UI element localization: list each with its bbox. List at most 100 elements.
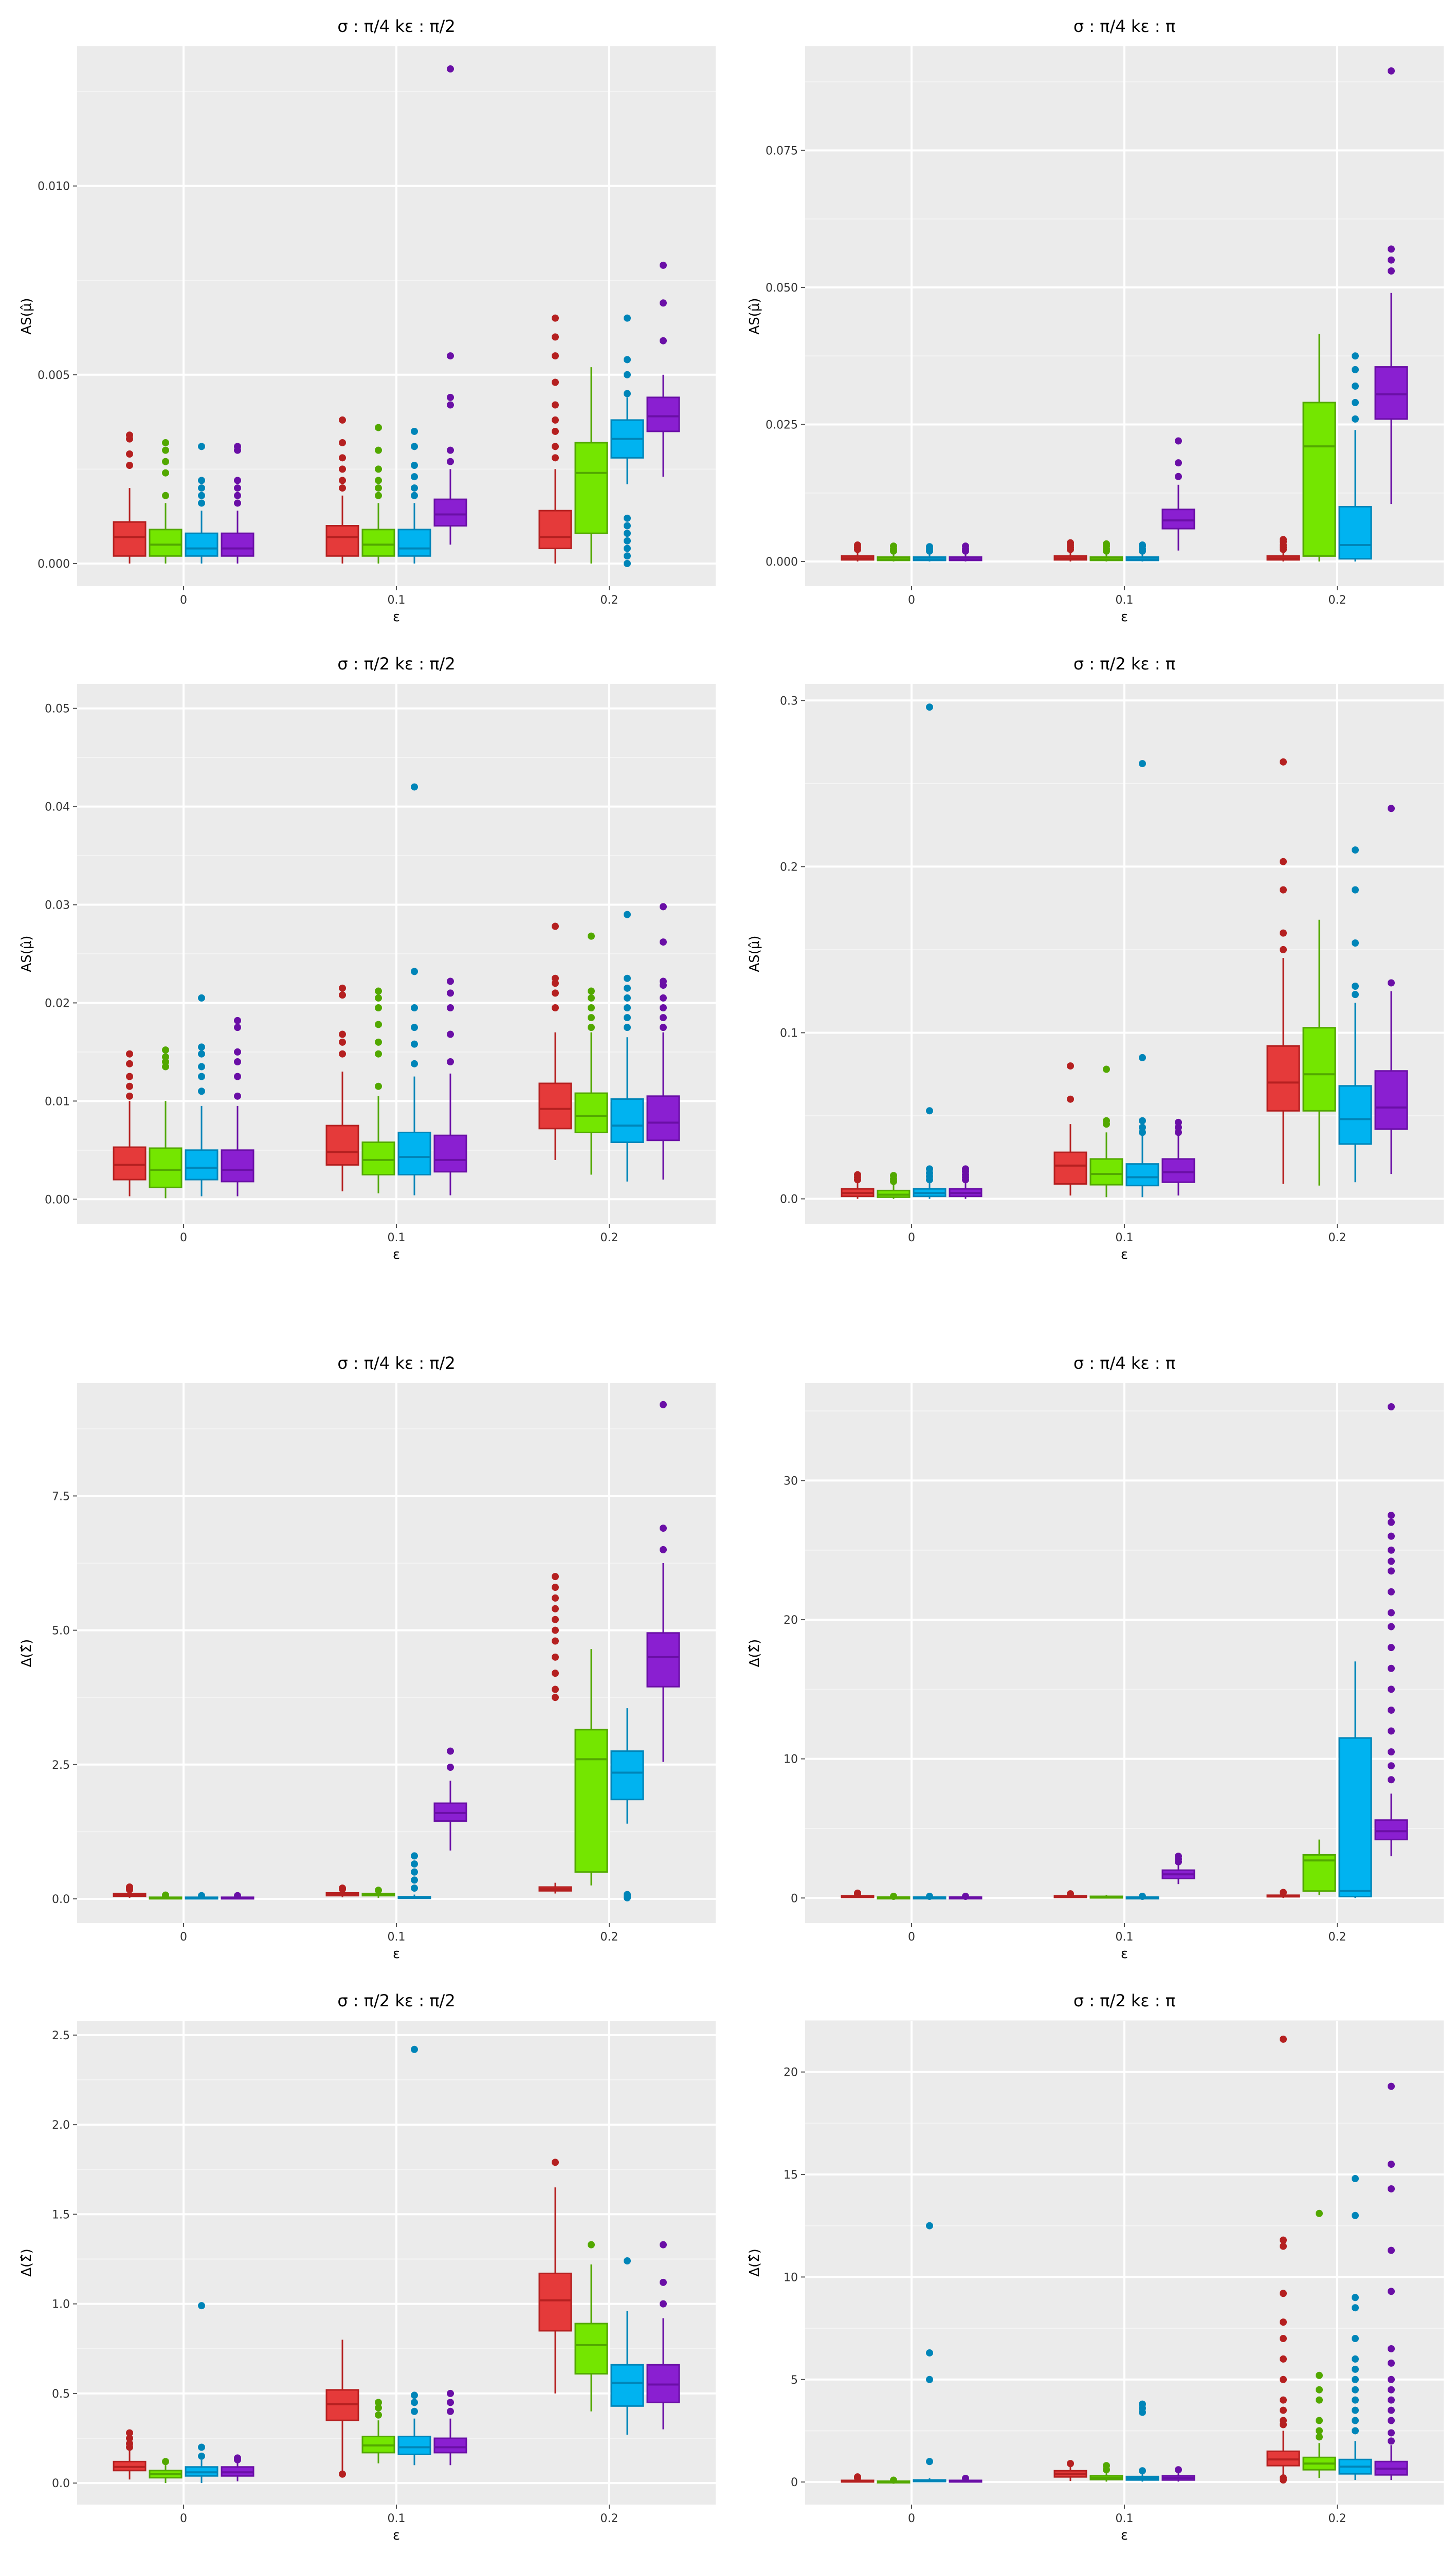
y-tick-label: 0.01 <box>45 1095 70 1108</box>
outlier-point <box>660 337 667 345</box>
chart-svg: 0.0 0.5 1.0 1.5 2.0 2.5 0 0.1 0.2 σ : π/2 kε : π/… <box>19 1991 716 2543</box>
outlier-point <box>552 1584 559 1591</box>
box <box>149 1147 183 1188</box>
outlier-point <box>234 484 241 492</box>
x-tick-label: 0 <box>908 1931 915 1944</box>
x-axis-label: ε <box>1121 609 1128 625</box>
outlier-point <box>890 2476 897 2484</box>
outlier-point <box>447 458 454 465</box>
outlier-point <box>162 2458 169 2466</box>
outlier-point <box>962 2474 969 2482</box>
box <box>1338 1737 1372 1898</box>
outlier-point <box>624 552 631 560</box>
outlier-point <box>411 1060 418 1067</box>
outlier-point <box>926 2458 933 2466</box>
outlier-point <box>447 65 454 73</box>
y-tick-label: 0.0 <box>52 2477 70 2490</box>
outlier-point <box>375 994 382 1002</box>
outlier-point <box>234 1017 241 1024</box>
outlier-point <box>411 2391 418 2399</box>
outlier-point <box>234 443 241 450</box>
outlier-point <box>411 2045 418 2053</box>
outlier-point <box>926 703 933 711</box>
outlier-point <box>854 1889 861 1897</box>
outlier-point <box>552 401 559 409</box>
outlier-point <box>447 2407 454 2415</box>
y-tick-label: 0.2 <box>780 861 798 874</box>
outlier-point <box>1352 939 1359 947</box>
outlier-point <box>126 431 133 439</box>
x-tick-label: 0 <box>908 1231 915 1244</box>
outlier-point <box>411 492 418 499</box>
x-tick-label: 0.1 <box>388 1231 406 1244</box>
panel-sigma-sigma-pi2-k-pi: 0 5 10 15 20 0 0.1 0.2 σ : π/2 kε : π ε Δ(Σ̂) <box>728 1974 1451 2556</box>
outlier-point <box>552 427 559 435</box>
x-tick-label: 0.1 <box>1116 1231 1134 1244</box>
outlier-point <box>411 1024 418 1031</box>
x-tick-label: 0 <box>180 2512 187 2525</box>
outlier-point <box>1388 1609 1395 1617</box>
x-tick-label: 0.2 <box>600 1931 618 1944</box>
x-tick-label: 0 <box>908 594 915 607</box>
outlier-point <box>660 2278 667 2286</box>
outlier-point <box>660 903 667 911</box>
outlier-point <box>411 1876 418 1884</box>
outlier-point <box>162 1891 169 1899</box>
outlier-point <box>624 530 631 537</box>
outlier-point <box>1388 1644 1395 1652</box>
chart-svg: 0.0 0.1 0.2 0.3 0 0.1 0.2 σ : π/2 kε : π ε AS(μ̂) <box>747 654 1444 1262</box>
x-tick-label: 0.2 <box>600 2512 618 2525</box>
outlier-point <box>624 514 631 522</box>
y-axis-label: AS(μ̂) <box>19 298 34 334</box>
outlier-point <box>1280 2290 1287 2297</box>
outlier-point <box>1280 946 1287 953</box>
outlier-point <box>1388 2437 1395 2445</box>
outlier-point <box>411 1868 418 1876</box>
outlier-point <box>339 1884 346 1892</box>
outlier-point <box>411 783 418 791</box>
outlier-point <box>234 1048 241 1056</box>
y-axis-label: Δ(Σ̂) <box>19 1639 34 1667</box>
y-tick-label: 5.0 <box>52 1625 70 1638</box>
outlier-point <box>375 484 382 492</box>
outlier-point <box>1175 1118 1182 1126</box>
box <box>610 1750 644 1801</box>
outlier-point <box>198 2452 205 2460</box>
y-axis-label: AS(μ̂) <box>19 935 34 972</box>
outlier-point <box>234 2454 241 2462</box>
outlier-point <box>198 1063 205 1071</box>
outlier-point <box>588 2241 595 2249</box>
outlier-point <box>411 968 418 975</box>
outlier-point <box>1388 2185 1395 2192</box>
outlier-point <box>1388 1748 1395 1756</box>
outlier-point <box>447 1004 454 1011</box>
chart-svg: 0.000 0.005 0.010 0 0.1 0.2 σ : π/4 kε : π/2 ε A… <box>19 16 716 625</box>
outlier-point <box>1280 2242 1287 2250</box>
outlier-point <box>1352 366 1359 373</box>
outlier-point <box>552 1670 559 1677</box>
outlier-point <box>962 542 969 550</box>
outlier-point <box>660 1546 667 1553</box>
x-axis-label: ε <box>1121 1946 1128 1962</box>
outlier-point <box>624 559 631 567</box>
outlier-point <box>1175 1123 1182 1131</box>
outlier-point <box>1352 382 1359 390</box>
box <box>1302 402 1336 557</box>
box <box>1089 1158 1123 1186</box>
box <box>1266 1045 1300 1112</box>
outlier-point <box>411 1040 418 1048</box>
outlier-point <box>447 2389 454 2397</box>
outlier-point <box>1175 2466 1182 2474</box>
outlier-point <box>588 987 595 995</box>
outlier-point <box>1139 2400 1146 2408</box>
chart-title: σ : π/4 kε : π/2 <box>337 16 455 36</box>
outlier-point <box>1388 2246 1395 2254</box>
y-tick-label: 0.010 <box>38 180 70 193</box>
outlier-point <box>1388 67 1395 75</box>
outlier-point <box>1139 1117 1146 1125</box>
outlier-point <box>162 439 169 446</box>
outlier-point <box>375 2399 382 2406</box>
outlier-point <box>447 352 454 360</box>
y-axis-label: Δ(Σ̂) <box>19 2249 34 2277</box>
outlier-point <box>198 1087 205 1095</box>
